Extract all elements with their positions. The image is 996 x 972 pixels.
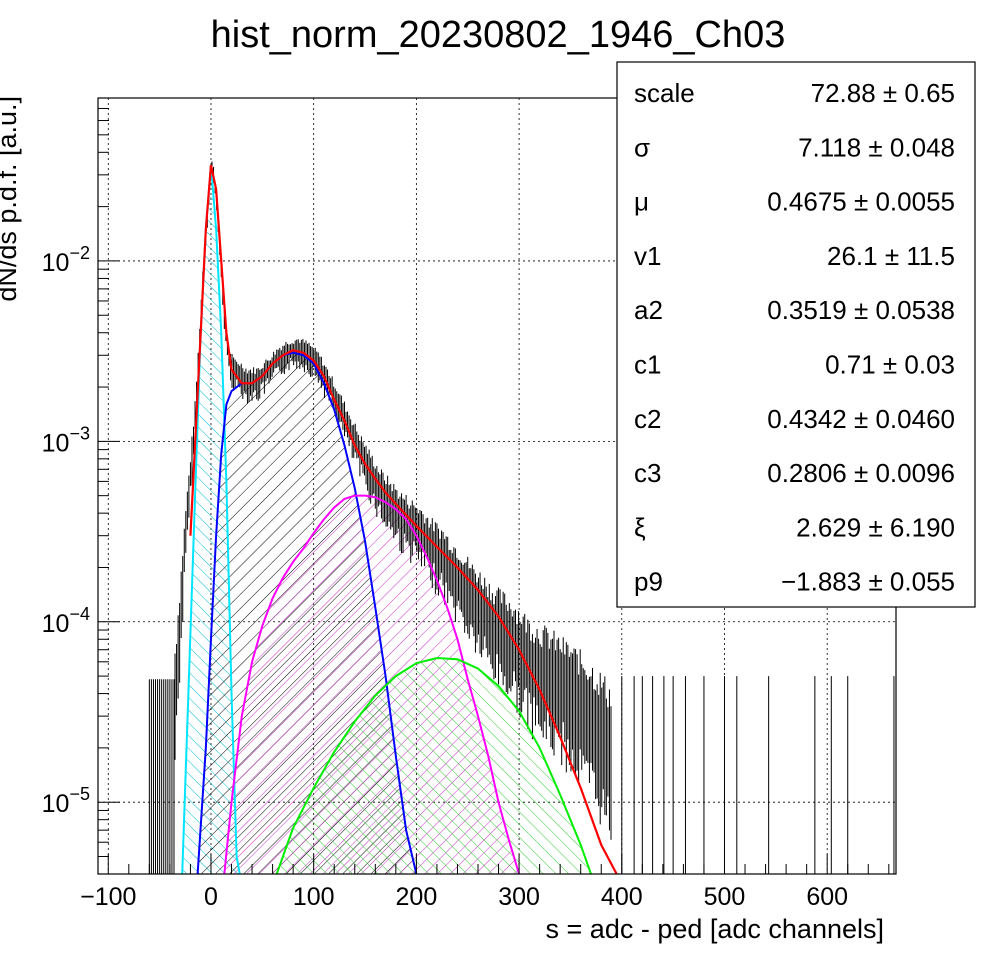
x-tick-label: 600 <box>806 883 848 911</box>
stat-value: 0.4675 ± 0.0055 <box>767 187 955 217</box>
stat-label: scale <box>634 78 695 108</box>
stat-label: c3 <box>634 458 661 488</box>
x-axis: −100 0 100 200 300 400 500 600 <box>80 854 890 911</box>
y-axis: 10−2 10−3 10−4 10−5 <box>42 97 120 875</box>
stat-value: 2.629 ± 6.190 <box>796 512 955 542</box>
y-tick-label: 10−2 <box>42 243 90 277</box>
stat-value: 0.4342 ± 0.0460 <box>767 404 955 434</box>
stat-label: μ <box>634 187 649 217</box>
cyan-component-line <box>181 164 241 874</box>
stat-value: 26.1 ± 11.5 <box>827 241 955 271</box>
y-tick-label: 10−4 <box>42 604 90 638</box>
y-tick-label: 10−5 <box>42 784 90 818</box>
magenta-component-line <box>223 494 521 874</box>
chart-title: hist_norm_20230802_1946_Ch03 <box>211 14 786 56</box>
y-tick-label: 10−3 <box>42 423 90 457</box>
stats-box: scale 72.88 ± 0.65 σ 7.118 ± 0.048 μ 0.4675 ±… <box>616 61 976 608</box>
total-fit-line <box>189 164 618 874</box>
stat-label: ξ <box>634 512 646 542</box>
stat-label: σ <box>634 132 650 162</box>
blue-component-line <box>196 351 418 874</box>
x-tick-label: 200 <box>396 883 438 911</box>
series-layer <box>148 161 895 874</box>
stat-label: p9 <box>634 567 663 597</box>
stat-label: c2 <box>634 404 661 434</box>
stat-label: a2 <box>634 295 663 325</box>
stat-value: 7.118 ± 0.048 <box>798 132 955 162</box>
x-tick-label: 300 <box>498 883 540 911</box>
stat-value: −1.883 ± 0.055 <box>781 567 955 597</box>
green-component-fill <box>276 657 591 874</box>
x-tick-label: 400 <box>601 883 643 911</box>
stat-label: c1 <box>634 350 661 380</box>
stat-value: 0.2806 ± 0.0096 <box>767 458 955 488</box>
x-tick-label: 500 <box>704 883 746 911</box>
green-component-line <box>275 656 592 874</box>
stat-value: 72.88 ± 0.65 <box>811 78 955 108</box>
x-axis-title: s = adc - ped [adc channels] <box>546 914 884 944</box>
y-axis-title: dN/ds p.d.f. [a.u.] <box>0 96 22 302</box>
stat-value: 0.3519 ± 0.0538 <box>767 295 955 325</box>
stat-value: 0.71 ± 0.03 <box>825 350 955 380</box>
stats-box-frame <box>616 61 976 608</box>
x-tick-label: −100 <box>80 883 136 911</box>
x-tick-label: 0 <box>204 883 218 911</box>
stat-label: v1 <box>634 241 661 271</box>
x-tick-label: 100 <box>293 883 335 911</box>
